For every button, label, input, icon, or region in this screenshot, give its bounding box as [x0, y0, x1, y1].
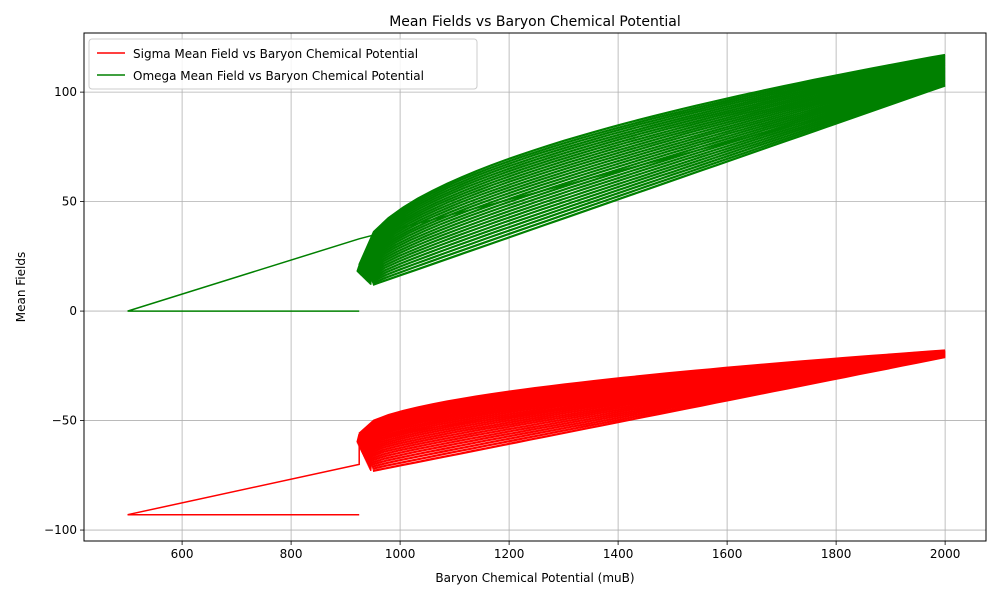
- series-omega-curve: [372, 84, 946, 286]
- series-omega-curve: [362, 62, 946, 267]
- series-sigma-tick-segment: [369, 442, 374, 471]
- x-tick-label: 800: [280, 547, 303, 561]
- series-omega-curve: [365, 69, 946, 271]
- series-omega-curve: [364, 68, 946, 270]
- series-omega-curve: [371, 83, 946, 285]
- x-axis-label: Baryon Chemical Potential (muB): [435, 571, 634, 585]
- series-omega-curve: [358, 54, 946, 266]
- y-tick-label: 50: [62, 195, 77, 209]
- legend-label-omega: Omega Mean Field vs Baryon Chemical Pote…: [133, 69, 424, 83]
- series-sigma-line: [127, 354, 946, 516]
- legend-label-sigma: Sigma Mean Field vs Baryon Chemical Pote…: [133, 47, 418, 61]
- series-omega-curve: [361, 61, 946, 267]
- legend: Sigma Mean Field vs Baryon Chemical Pote…: [88, 38, 478, 90]
- series-omega-curve: [358, 53, 946, 266]
- y-tick-label: −50: [52, 414, 77, 428]
- plot-frame: [83, 32, 987, 542]
- series-omega-line: [127, 84, 946, 312]
- series-omega-curve: [371, 82, 946, 283]
- x-tick-label: 600: [171, 547, 194, 561]
- series-omega-curve: [369, 77, 946, 278]
- x-tick-label: 1600: [712, 547, 743, 561]
- series-omega-curve: [366, 72, 946, 273]
- y-axis-label: Mean Fields: [14, 252, 28, 322]
- x-axis: 600 800 1000 1200 1400 1600 1800 2000: [171, 541, 961, 561]
- series-omega-curve: [363, 65, 946, 268]
- series-layer: [127, 53, 946, 516]
- series-omega-curve: [368, 75, 946, 276]
- series-omega-curve: [367, 73, 946, 274]
- series-sigma: [127, 349, 946, 516]
- series-omega-curve: [370, 79, 946, 281]
- y-axis: −100 −50 0 50 100: [44, 85, 84, 537]
- x-tick-label: 2000: [930, 547, 961, 561]
- legend-box: [88, 38, 478, 90]
- y-tick-label: −100: [44, 523, 77, 537]
- series-omega-curve: [365, 70, 946, 272]
- series-omega-curve: [361, 60, 946, 267]
- series-omega-curve: [360, 59, 946, 266]
- series-omega-curve: [364, 67, 946, 270]
- x-tick-label: 1800: [821, 547, 852, 561]
- y-tick-label: 0: [69, 304, 77, 318]
- y-tick-label: 100: [54, 85, 77, 99]
- x-tick-label: 1200: [494, 547, 525, 561]
- chart-title: Mean Fields vs Baryon Chemical Potential: [389, 14, 681, 30]
- series-omega: [127, 53, 946, 312]
- series-omega-curve: [363, 66, 946, 269]
- series-omega-curve: [368, 76, 946, 277]
- series-omega-curve: [367, 74, 946, 275]
- series-omega-curve: [359, 57, 946, 266]
- x-tick-label: 1000: [385, 547, 416, 561]
- series-omega-curve: [362, 64, 946, 268]
- x-tick-label: 1400: [603, 547, 634, 561]
- series-omega-curve: [360, 58, 946, 266]
- series-omega-curve: [359, 56, 946, 266]
- series-omega-curve: [370, 81, 946, 282]
- series-sigma-curve: [372, 356, 946, 472]
- series-omega-tick-segment: [369, 256, 374, 285]
